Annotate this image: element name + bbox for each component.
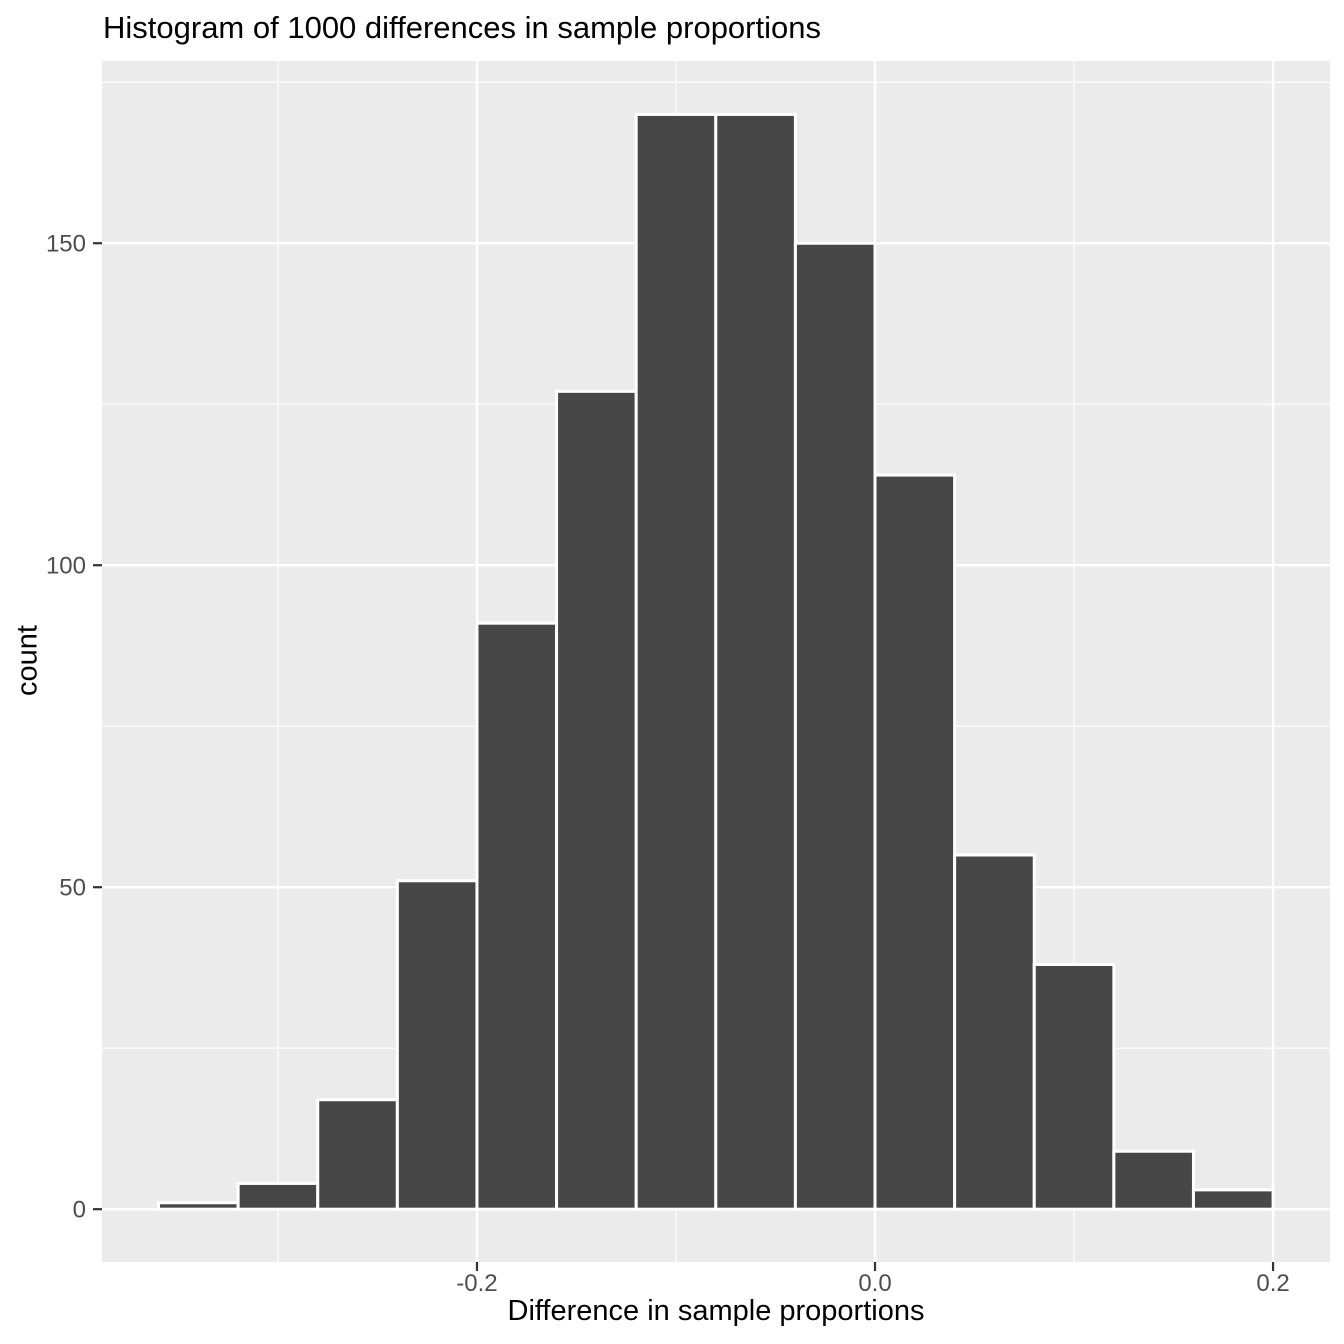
histogram-bar: [316, 1098, 399, 1211]
histogram-bars: [157, 112, 1275, 1211]
histogram-bar: [555, 389, 638, 1211]
histogram-bar: [1112, 1149, 1195, 1211]
histogram-bar: [714, 112, 797, 1211]
axis-tick-labels: 0 50 100 150 -0.2 0.0 0.2: [46, 231, 1290, 1297]
histogram-bar: [953, 853, 1036, 1211]
histogram-bar: [1191, 1188, 1275, 1211]
x-tick-label: -0.2: [456, 1270, 497, 1297]
plot-title: Histogram of 1000 differences in sample …: [103, 10, 821, 45]
y-axis-title: count: [11, 625, 44, 696]
y-tick-label: 100: [46, 553, 86, 580]
y-tick-label: 50: [59, 875, 86, 902]
x-tick-label: 0.0: [858, 1270, 891, 1297]
x-axis-title: Difference in sample proportions: [507, 1295, 925, 1327]
y-tick-label: 0: [73, 1197, 86, 1224]
histogram-bar: [157, 1201, 240, 1211]
histogram-bar: [236, 1181, 320, 1211]
histogram-bar: [873, 473, 957, 1211]
histogram-bar: [634, 112, 718, 1211]
y-tick-label: 150: [46, 231, 86, 258]
histogram-bar: [793, 241, 877, 1211]
histogram-bar: [1032, 962, 1116, 1211]
x-tick-label: 0.2: [1256, 1270, 1289, 1297]
histogram-bar: [395, 879, 479, 1211]
axis-tick-marks: [93, 242, 1275, 1271]
histogram-bar: [475, 621, 559, 1211]
